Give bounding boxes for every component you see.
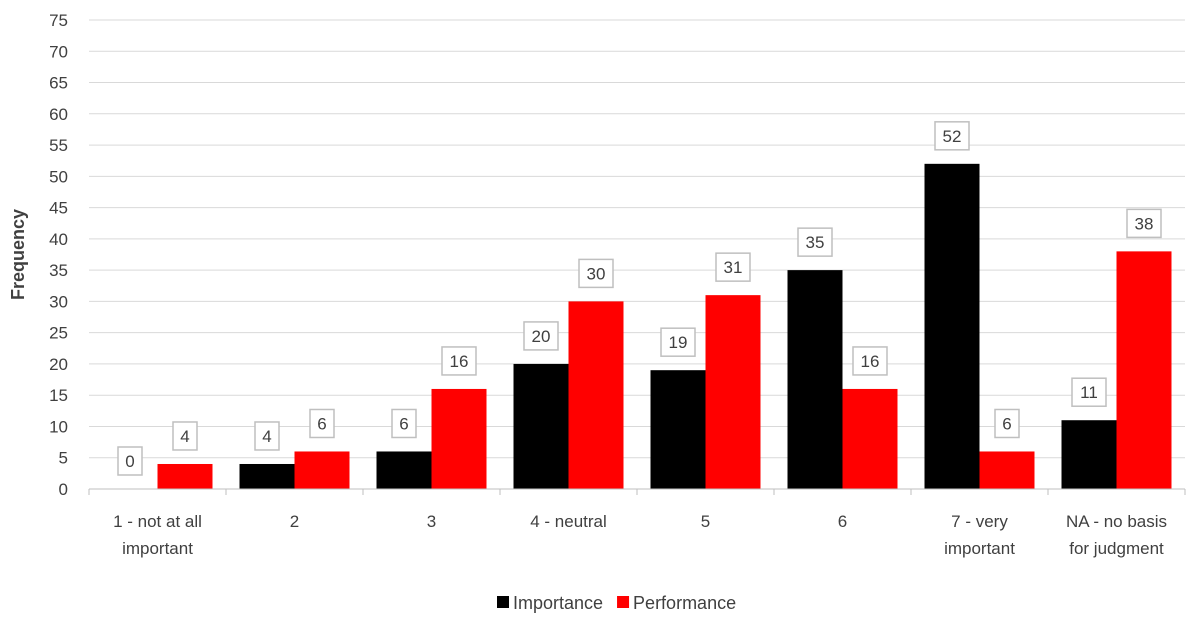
bar-performance-3 (431, 388, 487, 489)
y-tick-label: 45 (49, 199, 68, 218)
data-label-importance-2: 4 (254, 421, 280, 451)
y-tick-label: 35 (49, 261, 68, 280)
svg-text:20: 20 (532, 327, 551, 346)
data-label-importance-7: 52 (934, 121, 970, 151)
bar-importance-8 (1061, 420, 1117, 489)
svg-text:important: important (944, 539, 1015, 558)
svg-text:52: 52 (943, 127, 962, 146)
gridlines (89, 19, 1185, 459)
svg-text:6: 6 (317, 414, 326, 433)
bar-performance-6 (842, 388, 898, 489)
svg-text:0: 0 (125, 452, 134, 471)
y-tick-label: 40 (49, 230, 68, 249)
x-category-label-2: 2 (290, 512, 299, 531)
data-label-performance-6: 16 (852, 346, 888, 376)
y-tick-label: 5 (59, 449, 68, 468)
legend-item-performance[interactable]: Performance (617, 593, 736, 613)
y-tick-label: 10 (49, 417, 68, 436)
y-tick-label: 50 (49, 167, 68, 186)
data-label-importance-8: 11 (1071, 377, 1107, 407)
x-category-label-7: 7 - very important (944, 512, 1015, 558)
svg-text:6: 6 (399, 414, 408, 433)
svg-text:16: 16 (450, 352, 469, 371)
data-label-importance-1: 0 (117, 446, 143, 476)
y-tick-label: 75 (49, 11, 68, 30)
data-label-importance-3: 6 (391, 408, 417, 439)
svg-text:6: 6 (1002, 414, 1011, 433)
svg-text:for judgment: for judgment (1069, 539, 1164, 558)
x-category-label-8: NA - no basis for judgment (1066, 512, 1167, 558)
data-label-performance-5: 31 (715, 252, 751, 282)
svg-text:4 - neutral: 4 - neutral (530, 512, 607, 531)
svg-text:35: 35 (806, 233, 825, 252)
legend-swatch (617, 596, 630, 608)
data-label-importance-6: 35 (797, 227, 833, 257)
svg-text:11: 11 (1080, 383, 1098, 402)
x-category-label-5: 5 (701, 512, 710, 531)
y-tick-label: 15 (49, 386, 68, 405)
svg-text:19: 19 (669, 333, 688, 352)
data-label-performance-7: 6 (994, 408, 1020, 439)
bar-importance-7 (924, 163, 980, 489)
bar-importance-5 (650, 370, 706, 489)
data-label-performance-8: 38 (1126, 208, 1162, 239)
x-axis (88, 488, 1186, 495)
y-tick-label: 70 (49, 42, 68, 61)
y-tick-label: 0 (59, 480, 68, 499)
legend-label: Performance (633, 593, 736, 613)
svg-text:NA - no basis: NA - no basis (1066, 512, 1167, 531)
legend-label: Importance (513, 593, 603, 613)
svg-text:30: 30 (587, 264, 606, 283)
x-category-label-1: 1 - not at all important (113, 512, 202, 558)
bar-importance-3 (376, 451, 432, 489)
data-label-performance-4: 30 (578, 258, 614, 289)
svg-text:6: 6 (838, 512, 847, 531)
bars (157, 163, 1172, 489)
bar-importance-4 (513, 363, 569, 489)
svg-text:31: 31 (724, 258, 743, 277)
x-category-label-4: 4 - neutral (530, 512, 607, 531)
bar-performance-8 (1116, 251, 1172, 489)
y-axis-tick-labels: 0 5 10 15 20 25 30 35 40 45 50 55 60 65 70 75 (49, 11, 68, 499)
data-label-performance-3: 16 (441, 346, 477, 376)
y-tick-label: 60 (49, 105, 68, 124)
svg-text:2: 2 (290, 512, 299, 531)
data-label-performance-2: 6 (309, 408, 335, 439)
x-category-label-6: 6 (838, 512, 847, 531)
svg-text:38: 38 (1135, 214, 1154, 233)
data-label-importance-4: 20 (523, 321, 559, 351)
data-label-importance-5: 19 (660, 327, 696, 357)
svg-text:5: 5 (701, 512, 710, 531)
bar-performance-7 (979, 451, 1035, 489)
svg-text:16: 16 (861, 352, 880, 371)
y-tick-label: 25 (49, 324, 68, 343)
data-label-performance-1: 4 (172, 421, 198, 451)
x-axis-category-labels: 1 - not at all important 2 3 4 - neutral 5 6 7 … (113, 512, 1167, 558)
x-category-label-3: 3 (427, 512, 436, 531)
legend[interactable]: Importance Performance (497, 593, 736, 613)
bar-performance-5 (705, 295, 761, 489)
svg-text:important: important (122, 539, 193, 558)
y-tick-label: 20 (49, 355, 68, 374)
svg-text:7 - very: 7 - very (951, 512, 1008, 531)
legend-swatch (497, 596, 509, 608)
svg-text:3: 3 (427, 512, 436, 531)
svg-text:4: 4 (180, 427, 189, 446)
y-tick-label: 55 (49, 136, 68, 155)
bar-performance-2 (294, 451, 350, 489)
svg-text:4: 4 (262, 427, 271, 446)
bar-performance-1 (157, 463, 213, 489)
bar-importance-2 (239, 463, 295, 489)
y-tick-label: 30 (49, 292, 68, 311)
data-labels: 0 4 4 6 6 16 20 30 19 31 35 16 52 6 11 38 (117, 121, 1162, 476)
svg-text:1 - not at all: 1 - not at all (113, 512, 202, 531)
y-axis-label: Frequency (8, 209, 28, 300)
bar-importance-6 (787, 270, 843, 489)
y-tick-label: 65 (49, 74, 68, 93)
bar-performance-4 (568, 301, 624, 489)
legend-item-importance[interactable]: Importance (497, 593, 603, 613)
